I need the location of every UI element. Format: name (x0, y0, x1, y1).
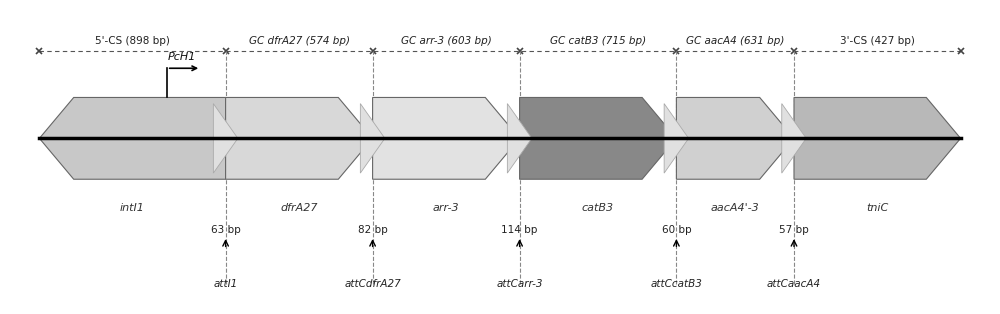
Text: 3'-CS (427 bp): 3'-CS (427 bp) (840, 36, 915, 46)
Text: catB3: catB3 (582, 203, 614, 213)
Text: aacA4'-3: aacA4'-3 (711, 203, 760, 213)
Text: GC dfrA27 (574 bp): GC dfrA27 (574 bp) (249, 36, 350, 46)
Text: attCdfrA27: attCdfrA27 (344, 279, 401, 289)
Text: GC aacA4 (631 bp): GC aacA4 (631 bp) (686, 36, 784, 46)
Polygon shape (664, 104, 689, 173)
Polygon shape (213, 104, 238, 173)
Polygon shape (39, 97, 226, 179)
Text: arr-3: arr-3 (433, 203, 459, 213)
Text: 114 bp: 114 bp (501, 225, 538, 235)
Polygon shape (507, 104, 532, 173)
Text: 60 bp: 60 bp (662, 225, 691, 235)
Text: 57 bp: 57 bp (779, 225, 809, 235)
Polygon shape (520, 97, 676, 179)
Text: intI1: intI1 (120, 203, 145, 213)
Text: GC arr-3 (603 bp): GC arr-3 (603 bp) (401, 36, 491, 46)
Text: dfrA27: dfrA27 (280, 203, 318, 213)
Text: 63 bp: 63 bp (211, 225, 240, 235)
Polygon shape (794, 97, 961, 179)
Text: attI1: attI1 (213, 279, 238, 289)
Text: 5'-CS (898 bp): 5'-CS (898 bp) (95, 36, 170, 46)
Polygon shape (676, 97, 794, 179)
Text: attCarr-3: attCarr-3 (496, 279, 543, 289)
Text: PcH1: PcH1 (167, 52, 196, 62)
Text: tniC: tniC (866, 203, 888, 213)
Text: GC catB3 (715 bp): GC catB3 (715 bp) (550, 36, 646, 46)
Polygon shape (226, 97, 373, 179)
Polygon shape (360, 104, 385, 173)
Polygon shape (373, 97, 520, 179)
Text: 82 bp: 82 bp (358, 225, 387, 235)
Text: attCcatB3: attCcatB3 (650, 279, 702, 289)
Polygon shape (782, 104, 806, 173)
Text: attCaacA4: attCaacA4 (767, 279, 821, 289)
